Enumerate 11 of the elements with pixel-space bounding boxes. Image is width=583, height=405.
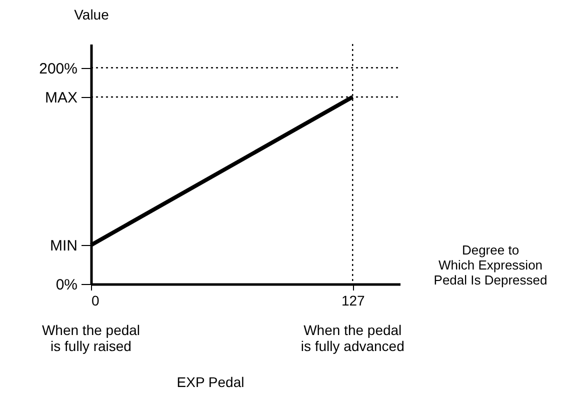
x-tick-label: 127 <box>341 292 366 308</box>
y-tick-label: 0% <box>56 276 78 294</box>
y-tick-label: 200% <box>39 60 78 78</box>
y-tick-label: MAX <box>44 89 78 106</box>
text: When the pedal is fully advanced <box>300 322 404 354</box>
y-axis-title: Value <box>74 6 110 22</box>
text: EXP Pedal <box>176 374 244 390</box>
text: When the pedal is fully raised <box>42 322 140 354</box>
x-axis-title: Degree to Which Expression Pedal Is Depressed <box>434 242 548 288</box>
x-tick-label: 0 <box>92 292 100 308</box>
y-tick-label: MIN <box>50 238 78 255</box>
